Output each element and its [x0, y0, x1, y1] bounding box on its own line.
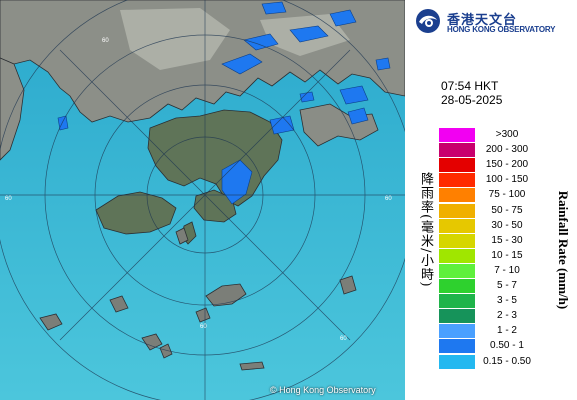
legend-swatch	[439, 203, 475, 218]
legend-row: 100 - 150	[439, 173, 569, 188]
ring-label: 60	[340, 336, 347, 342]
legend-row: >300	[439, 128, 569, 143]
legend-swatch	[439, 324, 475, 339]
legend-title-zh: 降雨率(毫米/小時)	[418, 172, 433, 288]
legend-label: 7 - 10	[494, 264, 520, 276]
info-panel: 香港天文台 HONG KONG OBSERVATORY 07:54 HKT 28…	[405, 0, 577, 400]
legend-row: 3 - 5	[439, 294, 569, 309]
observation-date: 28-05-2025	[441, 93, 503, 107]
west-coast-landmass	[0, 57, 25, 161]
lantau-landmass	[95, 191, 177, 235]
ring-label: 60	[5, 196, 12, 202]
legend-label: >300	[495, 129, 519, 140]
ring-label: 60	[385, 196, 392, 202]
legend-swatch	[439, 158, 475, 173]
ring-label: 60	[200, 324, 207, 330]
rain-echoes	[57, 1, 391, 205]
legend-swatch	[439, 263, 475, 278]
legend-swatch	[439, 339, 475, 354]
legend-swatch	[439, 143, 475, 158]
legend-label: 75 - 100	[488, 189, 526, 201]
legend-row: 0.50 - 1	[439, 339, 569, 354]
radar-map-canvas: 60 60 60 60 60	[0, 0, 405, 400]
radar-map: 60 60 60 60 60 © Hong Kong Observatory	[0, 0, 405, 400]
ring-label: 60	[102, 38, 109, 44]
copyright-credit: © Hong Kong Observatory	[270, 385, 376, 395]
range-rings	[0, 0, 405, 400]
legend-swatch	[439, 354, 475, 369]
legend-label: 30 - 50	[491, 219, 523, 231]
mainland-highlights	[120, 8, 350, 70]
legend-swatch	[439, 294, 475, 309]
legend-label: 50 - 75	[491, 204, 523, 216]
legend-row: 15 - 30	[439, 233, 569, 249]
legend-row: 30 - 50	[439, 218, 569, 234]
legend-row: 0.15 - 0.50	[439, 354, 569, 370]
legend-label: 10 - 15	[491, 249, 523, 261]
legend-label: 2 - 3	[496, 310, 517, 322]
legend-swatch	[439, 128, 475, 142]
legend-label: 3 - 5	[496, 295, 517, 307]
hko-logo: 香港天文台 HONG KONG OBSERVATORY	[415, 6, 575, 36]
legend-title-en: Rainfall Rate (mm/h)	[556, 190, 571, 310]
legend-row: 150 - 200	[439, 158, 569, 173]
org-name-zh: 香港天文台	[447, 13, 518, 28]
legend-swatch	[439, 233, 475, 248]
legend-row: 50 - 75	[439, 203, 569, 219]
legend-swatch	[439, 173, 475, 188]
legend-label: 200 - 300	[485, 144, 529, 156]
legend-row: 10 - 15	[439, 248, 569, 264]
legend-label: 150 - 200	[485, 159, 529, 171]
legend-swatch	[439, 248, 475, 263]
org-name-en: HONG KONG OBSERVATORY	[447, 25, 556, 34]
legend-row: 75 - 100	[439, 188, 569, 203]
hk-island-landmass	[193, 189, 237, 223]
legend-row: 5 - 7	[439, 279, 569, 294]
outlying-islands	[39, 227, 357, 371]
legend-swatch	[439, 309, 475, 324]
legend-row: 7 - 10	[439, 263, 569, 279]
range-ring-labels: 60 60 60 60 60	[5, 38, 392, 342]
legend-row: 200 - 300	[439, 143, 569, 158]
legend-row: 2 - 3	[439, 309, 569, 324]
observation-time: 07:54 HKT	[441, 79, 499, 93]
legend-row: 1 - 2	[439, 324, 569, 339]
legend-swatch	[439, 279, 475, 293]
legend-label: 100 - 150	[485, 174, 529, 186]
legend-swatch	[439, 218, 475, 233]
legend-label: 5 - 7	[496, 280, 517, 291]
legend-label: 0.50 - 1	[490, 340, 524, 352]
legend-label: 0.15 - 0.50	[483, 355, 531, 367]
legend-label: 15 - 30	[491, 234, 523, 246]
legend-label: 1 - 2	[496, 325, 517, 337]
legend-swatch	[439, 188, 475, 203]
sai-kung-landmass	[299, 103, 379, 147]
hko-logo-icon	[416, 9, 440, 33]
